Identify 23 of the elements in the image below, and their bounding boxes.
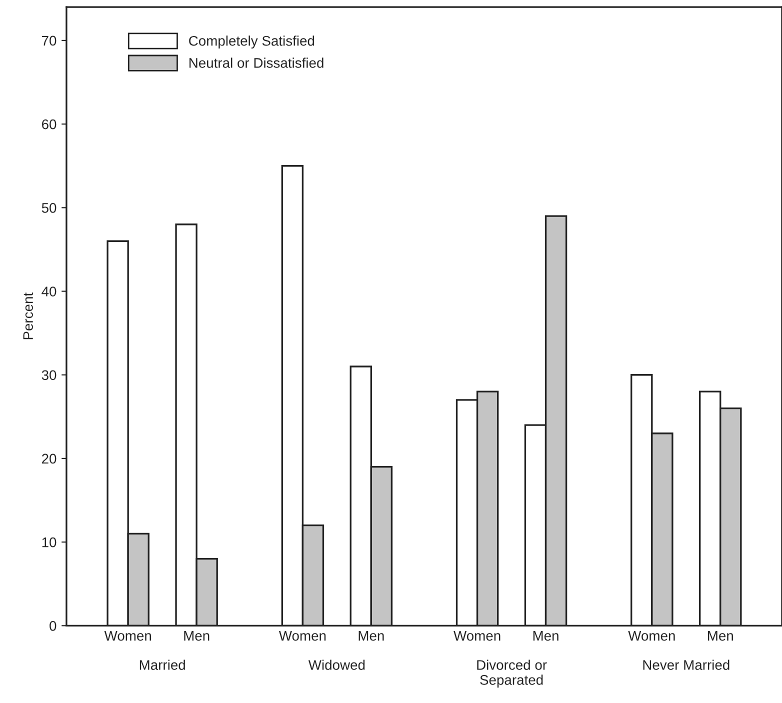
text: Never Married [643,660,730,670]
x-tick-label: Men [533,631,558,641]
x-tick-label: Men [184,631,210,641]
y-tick-label: 40 [42,286,56,296]
text: Married [140,660,185,670]
y-tick-label: 60 [42,119,56,130]
x-tick-label: Women [278,631,326,641]
x-tick-label: Women [454,631,500,641]
legend-label: Completely Satisfied [189,36,314,49]
y-tick-label: 30 [42,370,56,380]
y-tick-label: 0 [50,621,56,631]
x-tick-label: Men [358,631,384,641]
y-tick-label: 20 [42,454,56,464]
legend-label: Neutral or Dissatisfied [189,58,324,68]
text: Divorced or Separated [477,660,547,688]
x-tick-label: Women [104,631,151,641]
x-tick-label: Women [628,631,675,641]
y-tick-label: 10 [42,537,56,548]
y-axis-title: Percent [23,292,33,340]
y-tick-label: 70 [42,36,56,46]
text: Widowed [308,660,365,670]
y-tick-label: 50 [42,203,56,213]
x-tick-label: Men [708,631,733,641]
